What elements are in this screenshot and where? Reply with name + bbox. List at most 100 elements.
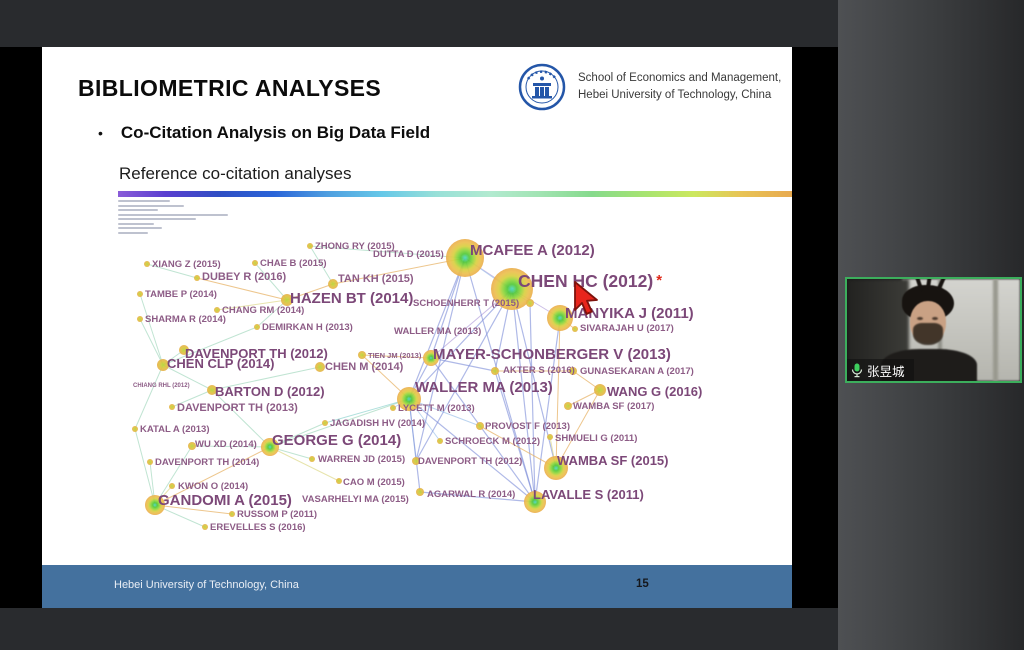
network-edge: [216, 299, 288, 311]
network-label: GEORGE G (2014): [272, 432, 402, 449]
network-label: DAVENPORT TH (2012): [185, 346, 328, 361]
citespace-metadata-block: [118, 200, 228, 236]
network-label: SCHOENHERR T (2015): [413, 298, 520, 309]
network-node[interactable]: [179, 345, 189, 355]
network-label: CHAE B (2015): [260, 258, 327, 269]
network-label: DUTTA D (2015): [373, 249, 444, 260]
network-node[interactable]: [157, 359, 169, 371]
network-node[interactable]: [526, 299, 534, 307]
network-label: MANYIKA J (2011): [565, 305, 694, 322]
network-label: WAMBA SF (2015): [557, 453, 669, 468]
network-node[interactable]: [412, 457, 420, 465]
network-node[interactable]: [144, 261, 150, 267]
network-label: CHEN CLP (2014): [167, 356, 275, 371]
network-node[interactable]: [446, 239, 484, 277]
network-label: XIANG Z (2015): [152, 259, 221, 270]
network-edge: [154, 445, 193, 506]
network-label: MCAFEE A (2012): [470, 242, 595, 259]
network-node[interactable]: [261, 438, 279, 456]
network-edge: [134, 428, 156, 506]
network-label: LAVALLE S (2011): [533, 487, 644, 502]
university-logo-block: School of Economics and Management, Hebe…: [518, 63, 781, 111]
network-label: CHEN M (2014): [325, 361, 404, 373]
screen-share-area: BIBLIOMETRIC ANALYSES • Co-Citation Anal…: [0, 47, 838, 608]
network-edge: [134, 364, 164, 430]
network-label: BARTON D (2012): [215, 384, 325, 399]
network-edge: [415, 257, 466, 462]
network-node[interactable]: [315, 362, 325, 372]
network-edge: [430, 357, 536, 503]
network-node[interactable]: [524, 491, 546, 513]
network-node[interactable]: [207, 385, 217, 395]
network-node[interactable]: [572, 326, 578, 332]
network-node[interactable]: [214, 307, 220, 313]
network-node[interactable]: [229, 511, 235, 517]
network-edge: [171, 389, 213, 408]
network-node[interactable]: [137, 291, 143, 297]
network-node[interactable]: [252, 260, 258, 266]
cocitation-network: ZHONG RY (2015) DUTTA D (2015) XIANG Z (20…: [42, 47, 792, 608]
network-edge: [555, 389, 601, 469]
network-edge: [269, 398, 410, 448]
network-label: DEMIRKAN H (2013): [262, 322, 353, 333]
network-edge: [269, 422, 326, 448]
network-node[interactable]: [147, 459, 153, 465]
network-label: WANG G (2016): [607, 384, 703, 399]
network-node[interactable]: [202, 524, 208, 530]
network-node[interactable]: [169, 404, 175, 410]
network-label: TAN KH (2015): [338, 273, 414, 285]
time-gradient-legend: [118, 191, 792, 197]
network-node[interactable]: [569, 367, 577, 375]
network-node[interactable]: [423, 350, 439, 366]
network-node[interactable]: [437, 438, 443, 444]
participant-video[interactable]: 张昱城: [845, 277, 1022, 383]
network-node[interactable]: [416, 488, 424, 496]
network-node[interactable]: [358, 351, 366, 359]
network-node[interactable]: [547, 434, 553, 440]
network-node[interactable]: [544, 456, 568, 480]
network-label: DUBEY R (2016): [202, 271, 287, 283]
network-node[interactable]: [137, 316, 143, 322]
network-node[interactable]: [145, 495, 165, 515]
network-edge: [154, 504, 233, 515]
network-label: SIVARAJAH U (2017): [580, 323, 674, 334]
highlight-asterisk: *: [656, 273, 662, 289]
network-node[interactable]: [254, 324, 260, 330]
network-edge: [332, 257, 466, 285]
network-label: KWON O (2014): [178, 481, 249, 492]
network-node[interactable]: [397, 387, 421, 411]
network-node[interactable]: [307, 243, 313, 249]
network-edge: [286, 283, 334, 301]
participant-name: 张昱城: [867, 364, 905, 379]
network-node[interactable]: [322, 420, 328, 426]
network-label: PROVOST F (2013): [485, 421, 570, 432]
slide-footer-bar: Hebei University of Technology, China 15: [42, 565, 792, 608]
network-label: WALLER MA (2013): [415, 379, 553, 396]
network-edge: [408, 288, 513, 400]
network-node[interactable]: [476, 422, 484, 430]
network-edge: [256, 299, 288, 328]
network-node[interactable]: [281, 294, 293, 306]
mouse-cursor: [574, 281, 598, 315]
network-edge: [309, 245, 466, 259]
mic-icon: [851, 363, 863, 377]
network-node[interactable]: [132, 426, 138, 432]
network-node[interactable]: [309, 456, 315, 462]
network-node[interactable]: [336, 478, 342, 484]
network-node[interactable]: [328, 279, 338, 289]
network-node[interactable]: [564, 402, 572, 410]
network-label: GANDOMI A (2015): [158, 492, 292, 509]
network-node[interactable]: [547, 305, 573, 331]
network-label: SHMUELI G (2011): [555, 433, 638, 444]
network-label: CHANG RM (2014): [222, 305, 305, 316]
meeting-sidebar: 张昱城: [838, 0, 1024, 650]
network-node[interactable]: [390, 405, 396, 411]
network-label: GUNASEKARAN A (2017): [580, 366, 694, 377]
network-node[interactable]: [491, 367, 499, 375]
network-label: AGARWAL R (2014): [427, 489, 516, 500]
network-node[interactable]: [169, 483, 175, 489]
network-node[interactable]: [194, 275, 200, 281]
network-node[interactable]: [188, 442, 196, 450]
affiliation-line-1: School of Economics and Management,: [578, 71, 782, 84]
network-node[interactable]: [594, 384, 606, 396]
